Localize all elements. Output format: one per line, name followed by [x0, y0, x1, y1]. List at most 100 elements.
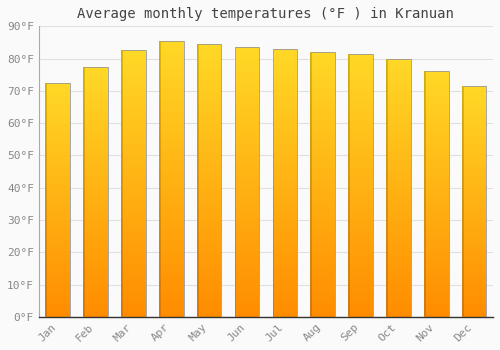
Bar — [159, 68, 184, 71]
Bar — [234, 77, 236, 79]
Bar — [272, 135, 297, 137]
Bar — [424, 236, 426, 238]
Bar — [272, 194, 274, 196]
Bar — [386, 198, 388, 201]
Bar — [84, 212, 85, 214]
Bar — [121, 199, 123, 202]
Bar — [462, 206, 464, 208]
Bar — [424, 231, 448, 233]
Bar — [386, 92, 388, 95]
Bar — [310, 176, 335, 179]
Bar — [234, 223, 236, 225]
Bar — [234, 147, 260, 150]
Bar — [348, 143, 373, 146]
Bar — [197, 148, 198, 150]
Bar — [424, 113, 448, 116]
Bar — [272, 108, 297, 111]
Bar — [121, 285, 146, 287]
Bar — [348, 285, 350, 288]
Bar — [272, 161, 274, 164]
Bar — [310, 288, 312, 290]
Bar — [462, 123, 464, 125]
Bar — [348, 175, 350, 177]
Bar — [424, 96, 426, 98]
Bar — [197, 314, 222, 317]
Bar — [348, 290, 373, 293]
Bar — [462, 250, 464, 252]
Bar — [234, 133, 260, 136]
Bar — [234, 255, 236, 258]
Bar — [386, 61, 388, 64]
Bar — [234, 190, 236, 193]
Bar — [46, 209, 70, 211]
Bar — [159, 110, 160, 113]
Bar — [46, 279, 70, 282]
Bar — [272, 137, 274, 140]
Bar — [84, 209, 108, 212]
Bar — [462, 222, 486, 224]
Bar — [348, 67, 373, 70]
Bar — [84, 74, 108, 77]
Bar — [272, 215, 297, 218]
Bar — [310, 171, 335, 174]
Bar — [462, 158, 486, 160]
Bar — [424, 138, 448, 140]
Bar — [386, 69, 410, 71]
Bar — [348, 201, 373, 204]
Bar — [386, 195, 388, 198]
Bar — [272, 51, 274, 54]
Bar — [386, 245, 388, 247]
Bar — [462, 104, 486, 107]
Bar — [424, 93, 426, 96]
Bar — [272, 183, 274, 186]
Bar — [84, 264, 85, 267]
Bar — [121, 75, 146, 77]
Bar — [424, 162, 448, 165]
Bar — [424, 147, 426, 150]
Bar — [272, 250, 297, 252]
Bar — [386, 77, 410, 79]
Bar — [159, 295, 184, 298]
Bar — [310, 266, 335, 269]
Bar — [462, 238, 486, 241]
Bar — [348, 59, 350, 62]
Bar — [234, 47, 260, 50]
Bar — [121, 293, 123, 295]
Bar — [159, 104, 160, 107]
Bar — [462, 218, 464, 220]
Bar — [197, 159, 198, 161]
Bar — [386, 201, 388, 203]
Bar — [46, 244, 70, 247]
Bar — [348, 148, 373, 151]
Bar — [234, 236, 236, 239]
Bar — [46, 282, 70, 284]
Bar — [197, 126, 222, 128]
Bar — [46, 106, 47, 108]
Bar — [121, 309, 146, 312]
Bar — [348, 93, 373, 96]
Bar — [159, 135, 160, 138]
Bar — [84, 182, 108, 184]
Bar — [348, 119, 373, 122]
Bar — [46, 97, 47, 99]
Bar — [46, 160, 70, 162]
Bar — [121, 165, 123, 168]
Bar — [310, 73, 335, 76]
Bar — [386, 273, 388, 275]
Bar — [424, 268, 448, 270]
Bar — [386, 113, 410, 116]
Bar — [424, 233, 448, 236]
Bar — [46, 218, 47, 221]
Bar — [424, 91, 426, 93]
Bar — [462, 144, 486, 146]
Bar — [348, 312, 350, 314]
Bar — [348, 282, 350, 285]
Bar — [121, 312, 146, 314]
Bar — [84, 199, 85, 202]
Bar — [159, 223, 160, 226]
Bar — [310, 203, 335, 206]
Bar — [310, 261, 335, 264]
Bar — [310, 52, 335, 55]
Bar — [84, 229, 85, 232]
Bar — [272, 65, 297, 68]
